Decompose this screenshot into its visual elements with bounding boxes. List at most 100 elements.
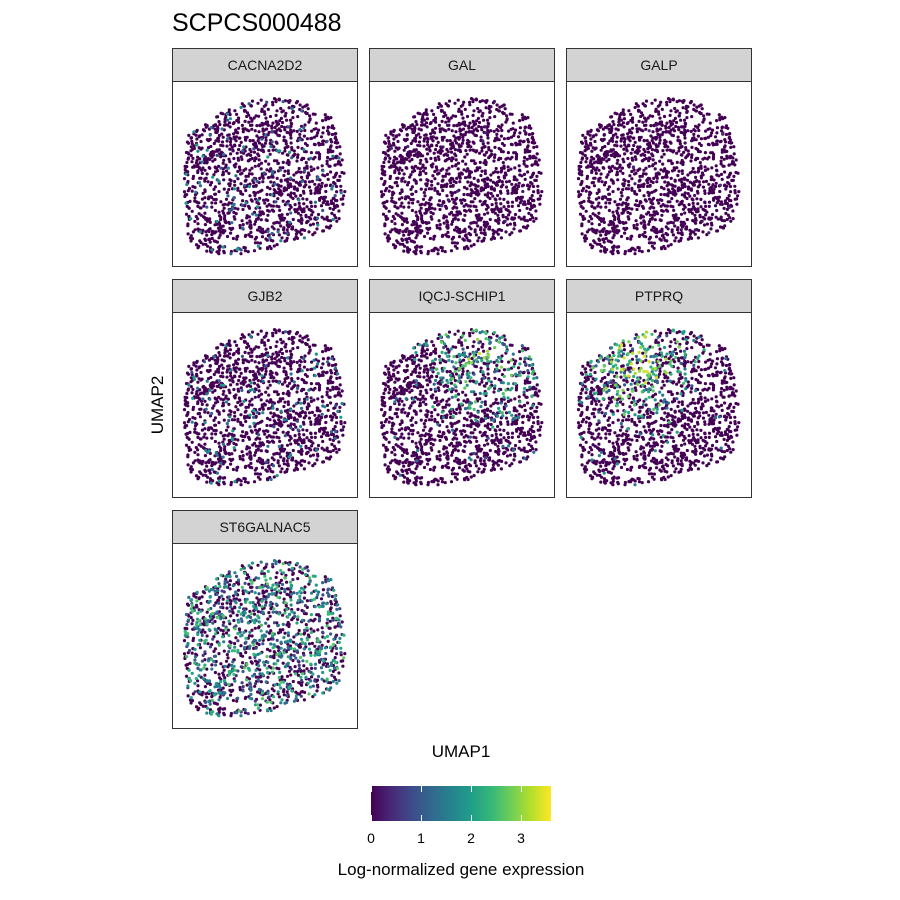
cell-point xyxy=(483,131,488,135)
cell-point xyxy=(277,97,281,101)
cell-point xyxy=(315,458,319,462)
cell-point xyxy=(430,183,434,187)
cell-point xyxy=(731,156,735,160)
cell-point xyxy=(294,466,298,470)
cell-point xyxy=(407,195,411,199)
cell-point xyxy=(479,231,483,235)
cell-point xyxy=(722,164,726,168)
cell-point xyxy=(253,220,258,224)
cell-point xyxy=(630,234,634,238)
cell-point xyxy=(307,461,311,465)
cell-point xyxy=(680,177,684,181)
cell-point xyxy=(307,185,312,189)
cell-point xyxy=(433,116,438,120)
cell-point xyxy=(278,119,282,123)
cell-point xyxy=(289,184,293,189)
cell-point xyxy=(436,182,440,186)
cell-point xyxy=(228,184,232,188)
cell-point xyxy=(228,147,232,151)
cell-point xyxy=(256,217,260,221)
cell-point xyxy=(275,204,279,208)
cell-point xyxy=(647,129,651,133)
cell-point xyxy=(213,185,217,189)
cell-point xyxy=(426,252,430,256)
cell-point xyxy=(614,140,619,144)
cell-point xyxy=(272,209,276,213)
cell-point xyxy=(274,200,278,204)
cell-point xyxy=(590,169,594,173)
cell-point xyxy=(278,208,282,212)
cell-point xyxy=(438,226,442,230)
cell-point xyxy=(436,150,440,154)
cell-point xyxy=(604,126,608,130)
cell-point xyxy=(439,104,443,108)
cell-point xyxy=(733,163,737,167)
cell-point xyxy=(312,167,316,171)
cell-point xyxy=(280,236,284,240)
cell-point xyxy=(631,165,635,169)
cell-point xyxy=(436,252,440,256)
cell-point xyxy=(639,216,643,220)
cell-point xyxy=(219,218,223,222)
cell-point xyxy=(242,145,246,149)
cell-point xyxy=(428,226,432,230)
cell-point xyxy=(407,236,411,241)
cell-point xyxy=(299,193,303,198)
cell-point xyxy=(457,136,461,140)
cell-point xyxy=(599,249,603,253)
cell-point xyxy=(279,179,283,183)
cell-point xyxy=(381,212,386,216)
cell-point xyxy=(703,189,707,193)
cell-point xyxy=(296,211,300,215)
cell-point xyxy=(335,450,339,454)
cell-point xyxy=(235,112,239,116)
cell-point xyxy=(447,99,452,103)
cell-point xyxy=(327,117,331,121)
cell-point xyxy=(252,177,256,181)
cell-point xyxy=(587,219,591,223)
cell-point xyxy=(478,160,482,164)
cell-point xyxy=(418,144,422,148)
cell-point xyxy=(711,157,715,161)
cell-point xyxy=(580,200,584,205)
cell-point xyxy=(666,188,670,192)
cell-point xyxy=(330,211,334,215)
cell-point xyxy=(652,229,656,233)
cell-point xyxy=(461,116,465,120)
cell-point xyxy=(684,122,688,126)
cell-point xyxy=(266,229,270,233)
cell-point xyxy=(205,205,209,209)
cell-point xyxy=(499,134,503,138)
cell-point xyxy=(198,134,202,138)
cell-point xyxy=(190,142,194,146)
cell-point xyxy=(245,153,249,157)
cell-point xyxy=(578,169,582,173)
cell-point xyxy=(654,188,658,192)
cell-point xyxy=(719,162,723,166)
cell-point xyxy=(608,130,612,134)
cell-point xyxy=(389,144,393,148)
cell-point xyxy=(290,227,294,231)
cell-point xyxy=(619,139,623,143)
cell-point xyxy=(691,201,695,205)
cell-point xyxy=(615,203,619,207)
cell-point xyxy=(665,103,669,107)
cell-point xyxy=(679,228,683,232)
cell-point xyxy=(449,190,453,194)
cell-point xyxy=(305,220,309,224)
cell-point xyxy=(263,343,267,347)
cell-point xyxy=(583,234,587,238)
cell-point xyxy=(335,145,339,149)
cell-point xyxy=(405,237,409,241)
cell-point xyxy=(694,158,698,162)
cell-point xyxy=(244,188,248,193)
cell-point xyxy=(292,129,296,133)
cell-point xyxy=(646,249,651,253)
cell-point xyxy=(446,223,450,227)
cell-point xyxy=(644,166,648,170)
cell-point xyxy=(266,213,270,217)
cell-point xyxy=(203,223,207,227)
cell-point xyxy=(501,183,505,187)
cell-point xyxy=(703,168,707,173)
cell-point xyxy=(718,202,723,206)
